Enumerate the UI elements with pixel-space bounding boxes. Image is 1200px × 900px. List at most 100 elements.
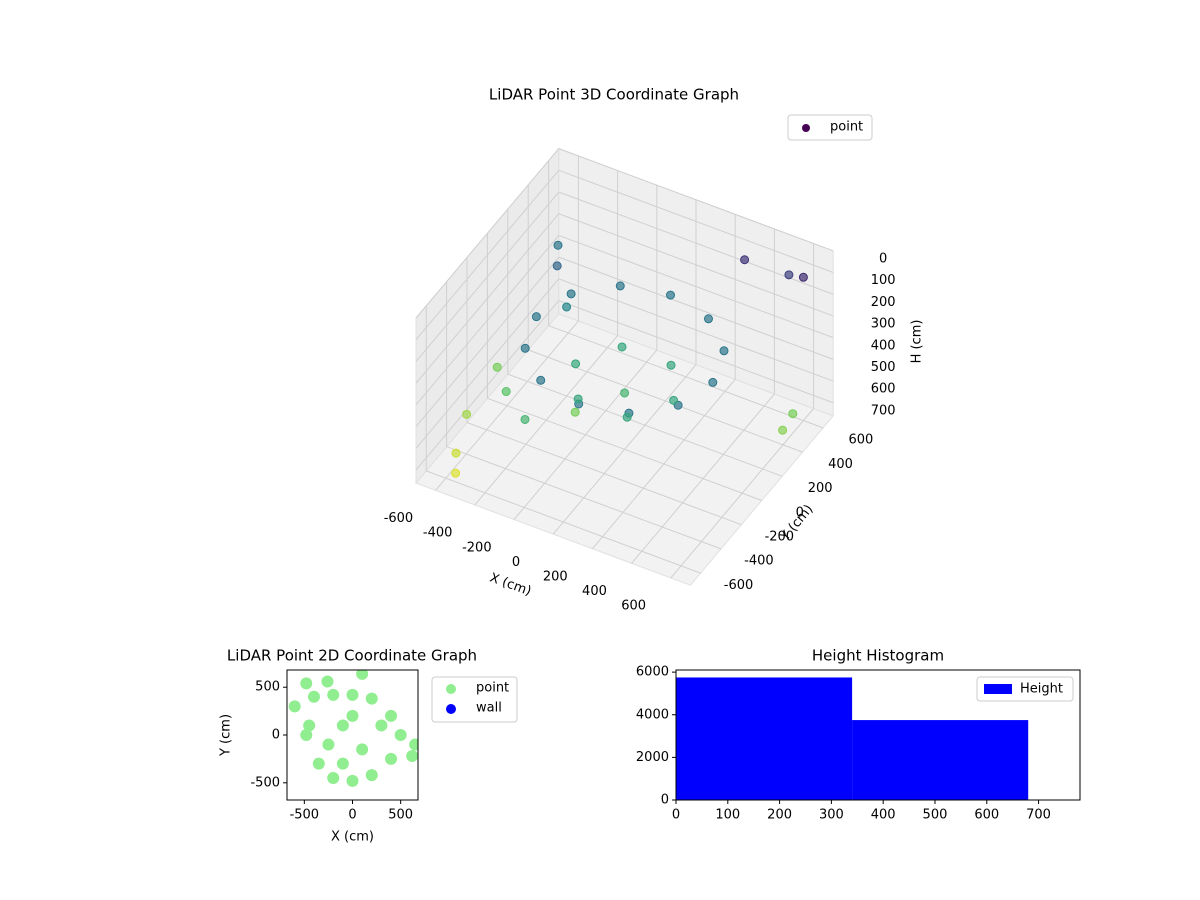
legend-label: point bbox=[830, 120, 863, 135]
point bbox=[300, 729, 313, 741]
point bbox=[520, 414, 530, 424]
grid-line bbox=[548, 325, 824, 429]
point bbox=[740, 255, 750, 265]
grid-line bbox=[558, 213, 834, 317]
point bbox=[708, 377, 718, 387]
x-tick-label: 500 bbox=[923, 808, 948, 823]
point bbox=[784, 270, 794, 280]
point bbox=[288, 700, 301, 713]
point bbox=[492, 362, 502, 372]
z-axis-label: H (cm) bbox=[910, 320, 925, 364]
point bbox=[573, 394, 583, 404]
grid-line bbox=[415, 256, 560, 427]
legend-box bbox=[787, 114, 873, 141]
point bbox=[552, 261, 562, 271]
y-tick-label: 0 bbox=[796, 505, 804, 520]
legend-marker bbox=[446, 704, 456, 714]
x-tick-label: 400 bbox=[582, 584, 607, 599]
y-tick-label: 400 bbox=[828, 457, 853, 472]
x-tick-label: 200 bbox=[767, 808, 792, 823]
point bbox=[322, 738, 335, 751]
grid-line bbox=[426, 470, 701, 574]
point bbox=[520, 343, 530, 353]
grid-line bbox=[415, 148, 560, 319]
grid-line bbox=[507, 373, 783, 477]
point bbox=[620, 388, 630, 398]
plot-area bbox=[288, 670, 418, 787]
point bbox=[375, 719, 388, 732]
chart-title: LiDAR Point 3D Coordinate Graph bbox=[489, 86, 739, 104]
point bbox=[562, 302, 572, 312]
point bbox=[669, 395, 679, 405]
grid-line bbox=[415, 300, 560, 471]
bar bbox=[852, 720, 1029, 800]
point bbox=[356, 743, 369, 756]
y-tick-label: 200 bbox=[808, 481, 833, 496]
z-tick-label: 600 bbox=[871, 382, 896, 397]
point bbox=[346, 774, 359, 787]
y-tick-label: 600 bbox=[849, 433, 874, 448]
point bbox=[307, 690, 320, 703]
legend-box bbox=[976, 676, 1074, 702]
x-tick-label: 400 bbox=[871, 808, 896, 823]
point bbox=[409, 738, 418, 751]
point bbox=[571, 359, 581, 369]
x-tick-label: 0 bbox=[348, 808, 356, 823]
grid-line bbox=[558, 300, 834, 404]
point bbox=[336, 719, 349, 732]
x-tick-label: 500 bbox=[388, 808, 413, 823]
legend-label: point bbox=[476, 681, 509, 696]
grid-line bbox=[558, 169, 834, 273]
y-tick-label: 6000 bbox=[636, 665, 669, 680]
z-tick-label: 0 bbox=[879, 251, 887, 266]
point bbox=[501, 387, 511, 397]
point bbox=[622, 412, 632, 422]
x-tick-label: 600 bbox=[621, 599, 646, 614]
point bbox=[327, 688, 340, 701]
point bbox=[536, 375, 546, 385]
x-tick-label: 300 bbox=[819, 808, 844, 823]
x-tick-label: -600 bbox=[384, 511, 414, 526]
grid-line bbox=[446, 446, 722, 550]
point bbox=[321, 675, 334, 688]
x-tick-label: 200 bbox=[543, 570, 568, 585]
point bbox=[451, 448, 461, 458]
point bbox=[666, 290, 675, 300]
bar bbox=[676, 677, 853, 800]
point bbox=[365, 692, 378, 705]
point bbox=[365, 769, 378, 782]
legend-label: Height bbox=[1020, 682, 1063, 697]
grid-line bbox=[558, 234, 834, 339]
grid-line bbox=[558, 278, 834, 382]
y-tick-label: 4000 bbox=[636, 707, 669, 722]
axes-frame bbox=[675, 669, 1081, 801]
grid-line bbox=[415, 235, 560, 406]
point bbox=[615, 281, 625, 291]
point bbox=[346, 709, 359, 722]
grid-line bbox=[415, 278, 560, 449]
z-tick-label: 500 bbox=[871, 360, 896, 375]
point bbox=[531, 312, 541, 322]
point bbox=[406, 750, 418, 763]
point bbox=[778, 425, 788, 435]
x-tick-label: -500 bbox=[290, 808, 320, 823]
point bbox=[798, 272, 808, 282]
point bbox=[703, 314, 713, 324]
chart-title: LiDAR Point 2D Coordinate Graph bbox=[227, 647, 477, 665]
x-tick-label: 100 bbox=[715, 808, 740, 823]
y-tick-label: -400 bbox=[744, 554, 774, 569]
grid-line bbox=[466, 422, 742, 526]
legend-marker bbox=[984, 684, 1012, 694]
z-tick-label: 200 bbox=[871, 295, 896, 310]
point bbox=[300, 677, 313, 690]
x-axis-label: X (cm) bbox=[488, 571, 534, 600]
y-tick-label: 0 bbox=[272, 728, 280, 743]
x-tick-label: 600 bbox=[974, 808, 999, 823]
point bbox=[788, 409, 798, 419]
y-axis-label: Y (cm) bbox=[219, 714, 234, 757]
y-tick-label: -200 bbox=[765, 529, 795, 544]
point bbox=[356, 670, 369, 680]
point bbox=[346, 688, 359, 701]
point bbox=[303, 719, 316, 732]
